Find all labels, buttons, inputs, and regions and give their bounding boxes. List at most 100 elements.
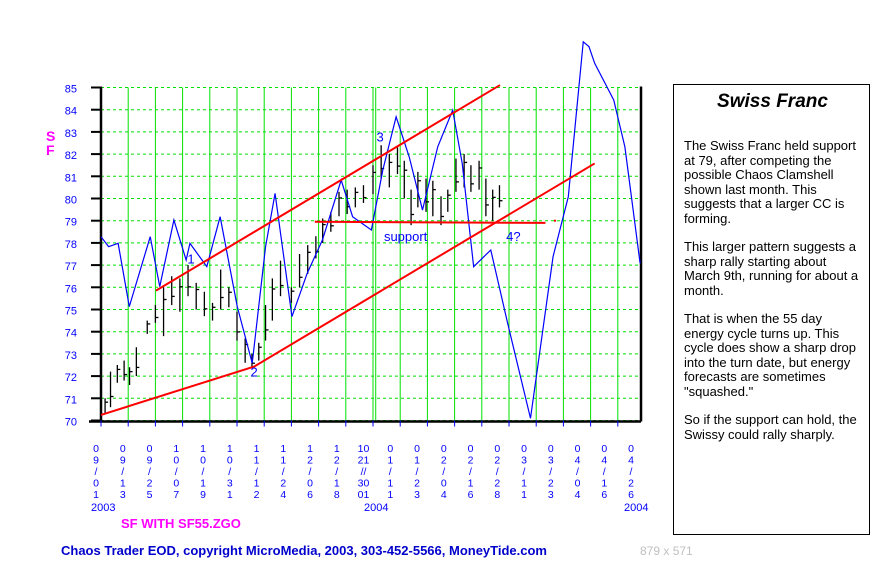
x-tick-label: 9 bbox=[147, 455, 153, 467]
x-tick-label: / bbox=[442, 466, 445, 478]
x-tick-label: 1 bbox=[227, 443, 233, 455]
x-tick-label: 2 bbox=[494, 455, 500, 467]
x-tick-label: 2 bbox=[494, 478, 500, 490]
x-tick-label: 2 bbox=[334, 455, 340, 467]
x-tick-label: 2 bbox=[468, 455, 474, 467]
x-tick-label: 1 bbox=[93, 489, 99, 501]
x-tick-label: 3 bbox=[521, 455, 527, 467]
x-tick-label: 1 bbox=[307, 443, 313, 455]
x-tick-label: 1 bbox=[334, 478, 340, 490]
x-tick-label: / bbox=[148, 466, 151, 478]
x-tick-label: 0 bbox=[575, 443, 581, 455]
x-tick-label: 1 bbox=[521, 489, 527, 501]
y-tick-label: 74 bbox=[65, 328, 77, 340]
commentary-paragraph: That is when the 55 day energy cycle tur… bbox=[684, 311, 856, 399]
x-tick-label: 1 bbox=[254, 443, 260, 455]
x-tick-label: 0 bbox=[173, 478, 179, 490]
x-tick-label: 1 bbox=[254, 478, 260, 490]
x-tick-label: 6 bbox=[307, 489, 313, 501]
year-label: 2003 bbox=[91, 502, 115, 514]
x-tick-label: 3 bbox=[548, 489, 554, 501]
x-tick-label: / bbox=[282, 466, 285, 478]
x-tick-label: 7 bbox=[173, 489, 179, 501]
study-label: SF WITH SF55.ZGO bbox=[121, 516, 241, 531]
y-tick-label: 82 bbox=[65, 150, 77, 162]
x-tick-label: 9 bbox=[200, 489, 206, 501]
x-tick-label: / bbox=[121, 466, 124, 478]
x-tick-label: 01 bbox=[358, 489, 370, 501]
x-tick-label: 4 bbox=[280, 489, 286, 501]
x-tick-label: 0 bbox=[548, 443, 554, 455]
x-tick-label: 0 bbox=[227, 455, 233, 467]
x-tick-label: 1 bbox=[280, 455, 286, 467]
annotation-label: 4? bbox=[506, 229, 520, 244]
x-tick-label: 2 bbox=[548, 478, 554, 490]
x-tick-label: 1 bbox=[521, 478, 527, 490]
x-tick-label: 4 bbox=[441, 489, 447, 501]
x-tick-label: 0 bbox=[441, 443, 447, 455]
year-label: 2004 bbox=[364, 502, 388, 514]
x-tick-label: 5 bbox=[147, 489, 153, 501]
x-tick-label: 21 bbox=[358, 455, 370, 467]
x-tick-label: / bbox=[175, 466, 178, 478]
upper-channel bbox=[155, 84, 501, 292]
y-tick-label: 84 bbox=[65, 106, 77, 118]
x-tick-label: / bbox=[523, 466, 526, 478]
x-tick-label: 0 bbox=[200, 455, 206, 467]
y-tick-label: 72 bbox=[65, 372, 77, 384]
x-tick-label: 0 bbox=[147, 443, 153, 455]
x-tick-label: / bbox=[549, 466, 552, 478]
y-tick-label: 85 bbox=[65, 84, 77, 96]
x-tick-label: 2 bbox=[254, 489, 260, 501]
x-tick-label: 4 bbox=[628, 455, 634, 467]
commentary-paragraph: So if the support can hold, the Swissy c… bbox=[684, 412, 857, 442]
x-tick-label: 4 bbox=[575, 489, 581, 501]
y-tick-label: 76 bbox=[65, 283, 77, 295]
annotation-label: 2 bbox=[251, 365, 258, 380]
x-tick-label: 9 bbox=[120, 455, 126, 467]
lower-channel bbox=[100, 162, 596, 416]
x-tick-label: 0 bbox=[468, 443, 474, 455]
x-tick-label: 3 bbox=[548, 455, 554, 467]
x-tick-label: 8 bbox=[494, 489, 500, 501]
x-tick-label: 0 bbox=[494, 443, 500, 455]
x-tick-label: / bbox=[335, 466, 338, 478]
x-tick-label: 3 bbox=[414, 489, 420, 501]
y-axis-label-s: S bbox=[46, 128, 56, 144]
x-tick-label: 1 bbox=[468, 478, 474, 490]
x-tick-label: 0 bbox=[441, 478, 447, 490]
x-tick-label: 1 bbox=[200, 478, 206, 490]
x-tick-label: / bbox=[603, 466, 606, 478]
annotation-label: 3 bbox=[376, 129, 383, 144]
x-tick-label: / bbox=[309, 466, 312, 478]
x-tick-label: 8 bbox=[334, 489, 340, 501]
y-tick-label: 79 bbox=[65, 217, 77, 229]
x-tick-label: 1 bbox=[173, 443, 179, 455]
x-tick-label: 1 bbox=[387, 489, 393, 501]
y-tick-label: 81 bbox=[65, 172, 77, 184]
commentary-paragraph: This larger pattern suggests a sharp ral… bbox=[684, 239, 859, 298]
annotation-label: support bbox=[384, 229, 428, 244]
x-tick-label: / bbox=[630, 466, 633, 478]
x-tick-label: 1 bbox=[601, 478, 607, 490]
x-tick-label: 6 bbox=[468, 489, 474, 501]
x-tick-label: 1 bbox=[387, 455, 393, 467]
x-tick-label: 0 bbox=[521, 443, 527, 455]
x-tick-label: 0 bbox=[628, 443, 634, 455]
y-tick-label: 71 bbox=[65, 394, 77, 406]
x-tick-label: / bbox=[576, 466, 579, 478]
support-line bbox=[314, 220, 546, 224]
x-tick-label: 2 bbox=[280, 478, 286, 490]
footer-copyright: Chaos Trader EOD, copyright MicroMedia, … bbox=[61, 543, 547, 558]
x-tick-label: 4 bbox=[601, 455, 607, 467]
x-tick-label: 1 bbox=[120, 478, 126, 490]
y-tick-label: 70 bbox=[65, 417, 77, 429]
cycle-line bbox=[100, 40, 641, 419]
x-tick-label: / bbox=[95, 466, 98, 478]
x-tick-label: 2 bbox=[414, 478, 420, 490]
x-tick-label: / bbox=[416, 466, 419, 478]
x-tick-label: 1 bbox=[280, 443, 286, 455]
x-tick-label: 2 bbox=[628, 478, 634, 490]
y-tick-label: 80 bbox=[65, 195, 77, 207]
